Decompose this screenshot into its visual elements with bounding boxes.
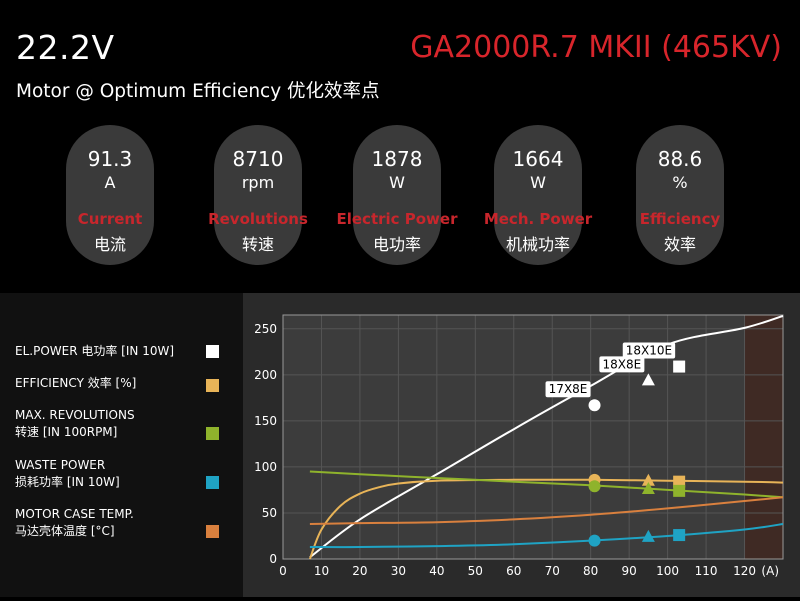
stat-current: 91.3 A Current 电流 [50,125,170,265]
y-tick-label: 50 [262,506,277,520]
stat-pill: 91.3 A Current 电流 [66,125,154,265]
y-tick-label: 250 [254,322,277,336]
prop-label-box [622,342,676,359]
series-el-power [309,314,784,558]
legend-item-el-power: EL.POWER 电功率 [IN 10W] [15,343,174,360]
performance-chart: 0 50 100 150 200 250 0 10 20 30 40 50 60 70 80 90 100 110… [254,314,784,578]
stat-pill: 1878 W Electric Power 电功率 [336,125,458,265]
stat-pill: 8710 rpm Revolutions 转速 [208,125,308,265]
stat-label-cn: 机械功率 [505,235,570,254]
legend-label: MAX. REVOLUTIONS [15,408,135,422]
prop-marker-circle [588,399,601,412]
stat-value: 8710 [232,147,284,171]
legend-label: EFFICIENCY 效率 [%] [15,376,137,390]
stats-row: 91.3 A Current 电流 8710 rpm Revolutions 转… [0,125,800,285]
legend-label: MOTOR CASE TEMP. [15,507,134,521]
stat-value: 91.3 [87,147,133,171]
overload-region-dark [744,315,783,559]
legend-label-cn: 损耗功率 [IN 10W] [15,475,120,489]
stat-label-cn: 电功率 [372,235,421,254]
stat-pill: 1664 W Mech. Power 机械功率 [484,125,592,265]
stat-unit: rpm [241,173,275,192]
stat-label-en: Revolutions [208,210,308,228]
stat-value: 1878 [371,147,423,171]
prop-marker-circle [588,480,601,493]
page-subtitle: Motor @ Optimum Efficiency 优化效率点 [16,81,380,102]
voltage-label: 22.2V [16,28,115,67]
x-tick-label: 70 [545,564,560,578]
prop-label-box [545,381,591,398]
stat-unit: A [104,173,116,192]
stat-label-en: Efficiency [639,210,721,228]
x-tick-label: 80 [583,564,598,578]
legend-label: WASTE POWER [15,458,106,472]
y-tick-label: 150 [254,414,277,428]
stat-value: 1664 [512,147,564,171]
stat-efficiency: 88.6 % Efficiency 效率 [620,125,740,265]
series-waste-power [309,523,784,549]
x-tick-label: 50 [468,564,483,578]
y-tick-label: 200 [254,368,277,382]
prop-marker-triangle [641,482,655,495]
prop-label: 18X10E [626,344,672,358]
stat-electric-power: 1878 W Electric Power 电功率 [336,125,458,265]
x-tick-label: 100 [656,564,679,578]
x-axis-label: (A) [761,564,779,578]
series-revolutions [309,470,784,499]
legend-swatch-efficiency [206,379,219,392]
prop-marker-circle [588,534,601,547]
chart-panel: 0 50 100 150 200 250 0 10 20 30 40 50 60 70 80 90 100 110… [243,293,800,597]
prop-marker-square [673,360,686,373]
motor-model-title: GA2000R.7 MKII (465KV) [410,30,782,65]
x-tick-label: 60 [506,564,521,578]
stat-label-cn: 效率 [663,235,696,254]
stat-unit: % [672,173,688,192]
legend-label-cn: 马达壳体温度 [°C] [15,524,115,538]
legend-swatch-waste-power [206,476,219,489]
prop-marker-square [673,484,686,497]
x-tick-label: 10 [314,564,329,578]
stat-label-en: Electric Power [336,210,458,228]
prop-label: 17X8E [549,382,588,396]
stat-unit: W [530,173,546,192]
stat-mech-power: 1664 W Mech. Power 机械功率 [478,125,598,265]
plot-border [282,314,784,560]
prop-marker-triangle [641,473,655,486]
chart-section: EL.POWER 电功率 [IN 10W] EFFICIENCY 效率 [%] … [0,293,800,597]
stat-label-en: Current [77,210,143,228]
legend-label-cn: 转速 [IN 100RPM] [15,425,118,439]
legend-item-case-temp: MOTOR CASE TEMP. 马达壳体温度 [°C] [15,506,134,540]
stat-label-cn: 转速 [241,235,274,254]
prop-label: 18X8E [603,357,642,371]
y-tick-label: 100 [254,460,277,474]
stat-label-cn: 电流 [93,235,126,254]
y-tick-label: 0 [269,552,277,566]
prop-label-box [599,356,645,373]
x-tick-label: 20 [352,564,367,578]
chart-legend: EL.POWER 电功率 [IN 10W] EFFICIENCY 效率 [%] … [0,293,240,597]
legend-item-efficiency: EFFICIENCY 效率 [%] [15,375,136,392]
x-tick-label: 120 [733,564,756,578]
stat-pill: 88.6 % Efficiency 效率 [636,125,724,265]
stat-label-en: Mech. Power [483,210,593,228]
series-case-temp [309,496,784,525]
prop-marker-square [673,529,686,542]
legend-item-revolutions: MAX. REVOLUTIONS 转速 [IN 100RPM] [15,407,135,441]
x-tick-label: 90 [622,564,637,578]
legend-swatch-case-temp [206,525,219,538]
prop-marker-square [673,475,686,488]
x-tick-label: 0 [279,564,287,578]
stat-unit: W [389,173,405,192]
legend-swatch-revolutions [206,427,219,440]
legend-item-waste-power: WASTE POWER 损耗功率 [IN 10W] [15,457,120,491]
legend-swatch-el-power [206,345,219,358]
prop-marker-triangle [641,529,655,542]
x-tick-label: 40 [429,564,444,578]
x-tick-label: 110 [695,564,718,578]
stat-revolutions: 8710 rpm Revolutions 转速 [198,125,318,265]
prop-marker-triangle [641,373,655,386]
legend-label: EL.POWER 电功率 [IN 10W] [15,344,175,358]
x-tick-label: 30 [391,564,406,578]
stat-value: 88.6 [657,147,703,171]
